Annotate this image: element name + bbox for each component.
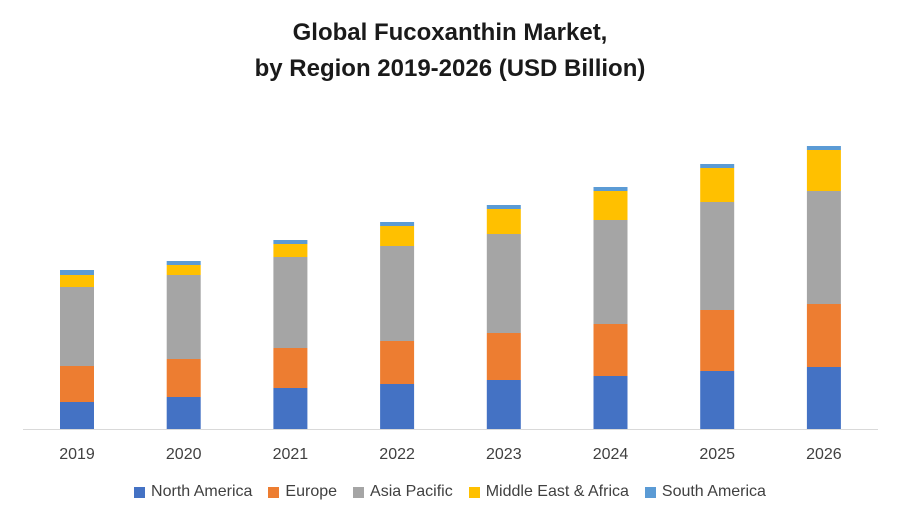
- bar-segment-2022-north-america: [380, 384, 415, 429]
- legend-label: South America: [661, 483, 766, 500]
- bar-segment-2019-north-america: [60, 402, 94, 429]
- x-tick-label-2023: 2023: [486, 446, 522, 463]
- bar-segment-2021-europe: [273, 348, 308, 388]
- bar-segment-2026-asia-pacific: [806, 191, 841, 304]
- x-tick-label-2025: 2025: [699, 446, 735, 463]
- bar-segment-2021-middle-east-africa: [273, 244, 308, 257]
- x-tick-label-2024: 2024: [593, 446, 629, 463]
- x-tick-label-2026: 2026: [806, 446, 842, 463]
- x-tick-label-2019: 2019: [59, 446, 95, 463]
- bar-segment-2019-south-america: [60, 270, 94, 275]
- bar-segment-2024-asia-pacific: [593, 220, 628, 324]
- bar-segment-2023-middle-east-africa: [486, 209, 521, 234]
- legend-item-asia-pacific: Asia Pacific: [353, 483, 453, 501]
- x-tick-label-2022: 2022: [379, 446, 415, 463]
- legend-swatch: [268, 486, 280, 498]
- legend-label: North America: [151, 483, 253, 500]
- bar-segment-2024-europe: [593, 324, 628, 376]
- chart-title-line-1: Global Fucoxanthin Market,: [292, 19, 608, 46]
- bar-segment-2021-south-america: [273, 240, 308, 244]
- legend-swatch: [468, 486, 480, 498]
- bar-segment-2026-south-america: [806, 146, 841, 150]
- legend-swatch: [644, 486, 656, 498]
- bar-segment-2026-europe: [806, 304, 841, 367]
- bar-segment-2020-middle-east-africa: [166, 265, 201, 275]
- bar-segment-2026-middle-east-africa: [806, 150, 841, 191]
- bar-segment-2020-asia-pacific: [166, 275, 201, 359]
- bar-segment-2020-north-america: [166, 397, 201, 429]
- bar-segment-2019-asia-pacific: [60, 287, 94, 366]
- bar-segment-2023-asia-pacific: [486, 234, 521, 333]
- bar-segment-2019-europe: [60, 366, 94, 402]
- bar-segment-2024-middle-east-africa: [593, 191, 628, 220]
- bar-segment-2023-north-america: [486, 380, 521, 429]
- bar-segment-2020-europe: [166, 359, 201, 397]
- chart-title-line-2: by Region 2019-2026 (USD Billion): [254, 55, 646, 82]
- bar-segment-2024-north-america: [593, 376, 628, 429]
- legend: North America Europe Asia Pacific Middle Ea…: [0, 483, 900, 501]
- bar-segment-2019-middle-east-africa: [60, 275, 94, 287]
- legend-label: Europe: [285, 483, 338, 500]
- bar-segment-2021-north-america: [273, 388, 308, 429]
- legend-item-north-america: North America: [134, 483, 252, 501]
- bar-segment-2025-south-america: [700, 164, 735, 168]
- bar-segment-2025-middle-east-africa: [700, 168, 735, 202]
- bar-segment-2023-south-america: [486, 205, 521, 209]
- bar-segment-2022-south-america: [380, 222, 415, 226]
- legend-item-south-america: South America: [644, 483, 766, 501]
- bar-segment-2021-asia-pacific: [273, 257, 308, 348]
- x-tick-label-2021: 2021: [273, 446, 309, 463]
- bar-segment-2025-north-america: [700, 371, 735, 429]
- bar-segment-2022-asia-pacific: [380, 246, 415, 341]
- legend-label: Asia Pacific: [370, 483, 453, 500]
- bar-segment-2026-north-america: [806, 367, 841, 429]
- bar-segment-2025-asia-pacific: [700, 202, 735, 310]
- bar-segment-2022-middle-east-africa: [380, 226, 415, 246]
- bar-segment-2025-europe: [700, 310, 735, 371]
- x-tick-label-2020: 2020: [166, 446, 202, 463]
- legend-item-europe: Europe: [268, 483, 337, 501]
- legend-label: Middle East & Africa: [485, 483, 629, 500]
- bar-segment-2020-south-america: [166, 261, 201, 265]
- legend-swatch: [134, 486, 146, 498]
- bar-segment-2022-europe: [380, 341, 415, 384]
- legend-item-middle-east-africa: Middle East & Africa: [468, 483, 629, 501]
- bar-segment-2023-europe: [486, 333, 521, 380]
- legend-swatch: [353, 486, 365, 498]
- bar-segment-2024-south-america: [593, 187, 628, 191]
